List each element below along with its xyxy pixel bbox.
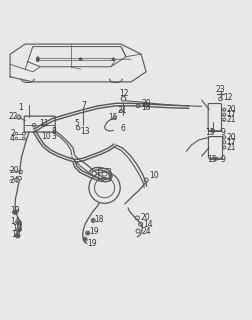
Circle shape [14, 211, 16, 213]
Text: 13: 13 [81, 127, 90, 136]
Text: 12: 12 [223, 92, 233, 101]
Text: 18: 18 [141, 103, 151, 112]
Text: 24: 24 [141, 227, 151, 236]
Text: 5: 5 [74, 119, 79, 128]
Text: 20: 20 [10, 166, 19, 175]
Text: 23: 23 [215, 85, 225, 94]
Text: 1: 1 [18, 103, 23, 112]
Text: 18: 18 [94, 215, 104, 224]
Circle shape [92, 220, 94, 221]
Text: 6: 6 [121, 124, 126, 133]
Text: 9: 9 [220, 128, 225, 137]
Text: 20: 20 [226, 133, 236, 142]
Text: 18: 18 [11, 230, 21, 239]
Circle shape [18, 228, 20, 230]
Text: 7: 7 [81, 100, 86, 109]
Text: 3: 3 [52, 132, 56, 141]
Text: 17: 17 [226, 110, 236, 119]
Text: 17: 17 [226, 138, 236, 147]
Text: 2: 2 [10, 129, 15, 138]
Circle shape [17, 235, 19, 236]
Text: 20: 20 [140, 213, 150, 222]
Text: 10: 10 [149, 171, 159, 180]
Circle shape [79, 58, 82, 60]
Circle shape [87, 232, 88, 234]
Text: 19: 19 [89, 227, 99, 236]
Text: 24: 24 [10, 176, 19, 185]
Circle shape [18, 222, 20, 224]
Text: 4: 4 [10, 134, 15, 143]
Text: 9: 9 [220, 155, 225, 164]
Text: 19: 19 [13, 224, 22, 233]
Text: 21: 21 [226, 115, 236, 124]
Text: 10: 10 [42, 132, 51, 141]
Text: 21: 21 [118, 106, 128, 115]
Text: 19: 19 [88, 239, 97, 248]
Text: 11: 11 [39, 119, 49, 128]
Text: 20: 20 [141, 99, 151, 108]
Text: 15: 15 [207, 155, 217, 164]
Text: 14: 14 [144, 220, 153, 229]
Circle shape [37, 58, 39, 60]
Text: 14: 14 [10, 217, 20, 226]
Circle shape [84, 239, 86, 240]
Text: 21: 21 [226, 143, 236, 152]
Circle shape [37, 60, 39, 61]
Text: 12: 12 [119, 89, 129, 98]
Circle shape [37, 57, 39, 59]
Text: 22: 22 [8, 112, 18, 121]
Circle shape [112, 58, 115, 60]
Text: 20: 20 [226, 105, 236, 114]
Text: 15: 15 [205, 128, 215, 137]
Text: 8: 8 [52, 127, 56, 136]
Text: 15: 15 [108, 113, 117, 122]
Text: 19: 19 [10, 206, 20, 215]
